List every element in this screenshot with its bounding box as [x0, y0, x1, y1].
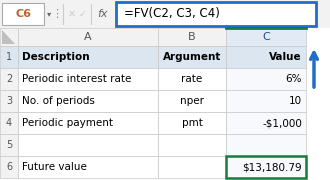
Bar — [92, 3, 114, 25]
Bar — [158, 46, 226, 68]
Bar — [0, 46, 18, 68]
Bar — [0, 0, 330, 28]
Bar — [18, 156, 158, 178]
Bar — [0, 28, 18, 46]
Bar — [158, 156, 226, 178]
Polygon shape — [2, 30, 15, 44]
Bar — [158, 90, 226, 112]
Bar — [18, 68, 158, 90]
Text: Argument: Argument — [163, 52, 221, 62]
Bar — [0, 90, 18, 112]
Text: C: C — [262, 32, 270, 42]
Bar — [158, 28, 226, 46]
Text: ✕: ✕ — [68, 9, 76, 19]
Text: 4: 4 — [6, 118, 12, 128]
Bar — [226, 46, 306, 68]
Bar — [18, 112, 158, 134]
Bar — [0, 28, 330, 180]
Bar — [158, 134, 226, 156]
Text: Value: Value — [269, 52, 302, 62]
Text: pmt: pmt — [182, 118, 202, 128]
Text: =FV(C2, C3, C4): =FV(C2, C3, C4) — [124, 8, 220, 21]
Bar — [0, 156, 18, 178]
Text: C6: C6 — [15, 9, 31, 19]
Text: 10: 10 — [289, 96, 302, 106]
Text: fx: fx — [98, 9, 108, 19]
Text: ✓: ✓ — [79, 9, 87, 19]
Bar — [158, 68, 226, 90]
Bar — [18, 134, 158, 156]
Text: Periodic interest rate: Periodic interest rate — [22, 74, 131, 84]
Text: Periodic payment: Periodic payment — [22, 118, 113, 128]
Bar — [226, 156, 306, 178]
Bar — [18, 46, 158, 68]
Text: 6: 6 — [6, 162, 12, 172]
Bar — [2, 3, 44, 25]
Bar — [158, 112, 226, 134]
Bar — [226, 112, 306, 134]
Bar — [18, 90, 158, 112]
Text: A: A — [84, 32, 92, 42]
Bar — [0, 68, 18, 90]
Text: 2: 2 — [6, 74, 12, 84]
Text: Future value: Future value — [22, 162, 87, 172]
Text: 6%: 6% — [285, 74, 302, 84]
Text: 5: 5 — [6, 140, 12, 150]
Text: rate: rate — [182, 74, 203, 84]
Bar — [226, 134, 306, 156]
Text: 3: 3 — [6, 96, 12, 106]
Text: $13,180.79: $13,180.79 — [242, 162, 302, 172]
Bar — [0, 134, 18, 156]
Bar — [226, 68, 306, 90]
Text: nper: nper — [180, 96, 204, 106]
Text: ▾: ▾ — [47, 10, 51, 19]
Bar — [116, 2, 316, 26]
Text: B: B — [188, 32, 196, 42]
Text: 1: 1 — [6, 52, 12, 62]
Text: -$1,000: -$1,000 — [262, 118, 302, 128]
Text: ⋮: ⋮ — [51, 9, 63, 19]
Bar — [0, 112, 18, 134]
Bar — [226, 90, 306, 112]
Bar — [226, 28, 306, 46]
Text: Description: Description — [22, 52, 90, 62]
Text: No. of periods: No. of periods — [22, 96, 95, 106]
Bar — [18, 28, 158, 46]
